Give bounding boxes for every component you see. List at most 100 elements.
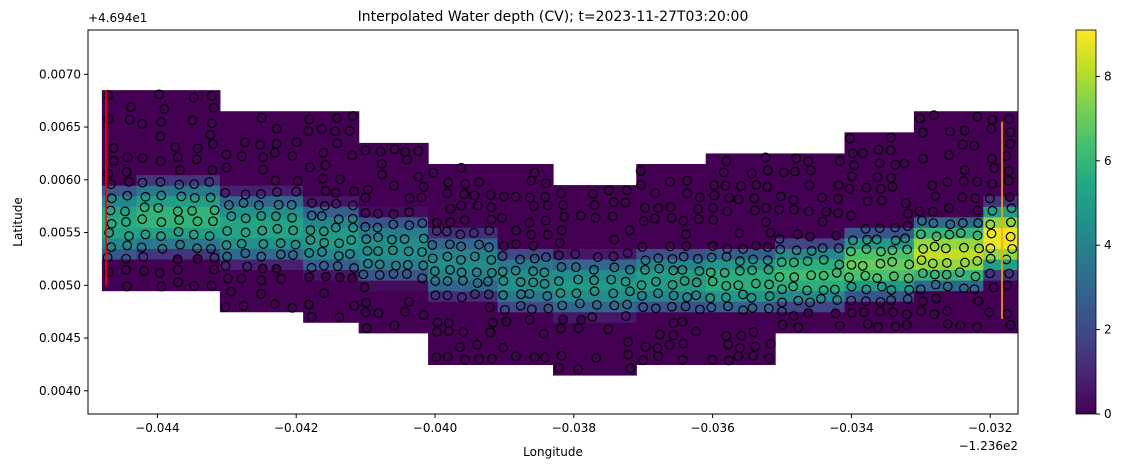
observation-point (860, 223, 871, 234)
observation-point (959, 125, 970, 136)
observation-point (833, 208, 843, 218)
observation-point (918, 153, 929, 164)
observation-point (1004, 268, 1014, 279)
observation-point (305, 235, 316, 245)
observation-point (173, 277, 184, 288)
observation-point (137, 153, 148, 163)
observation-point (442, 290, 453, 301)
heatmap-cell (913, 227, 984, 239)
heatmap-cell (358, 258, 429, 271)
heatmap-cell (428, 311, 499, 323)
observation-point (890, 321, 901, 332)
observation-point (903, 208, 914, 219)
observation-point (456, 241, 466, 252)
observation-point (817, 216, 828, 227)
heatmap-cell (497, 163, 554, 176)
heatmap-cell (636, 237, 707, 249)
observation-point (736, 180, 746, 191)
heatmap-cell (844, 258, 915, 271)
observation-point (224, 200, 234, 210)
heatmap-cell (303, 269, 360, 281)
heatmap-cell (983, 269, 1018, 281)
observation-point (844, 183, 855, 194)
observation-point (902, 244, 913, 255)
observation-point (929, 110, 939, 121)
heatmap-cell (497, 185, 554, 197)
observation-point (388, 245, 398, 256)
observation-point (258, 152, 269, 163)
observation-point (108, 143, 119, 153)
observation-point (553, 276, 564, 287)
observation-point (515, 254, 525, 265)
observation-point (303, 299, 314, 310)
observation-point (678, 251, 689, 262)
observation-point (709, 180, 720, 191)
observation-point (256, 288, 266, 299)
observation-point (220, 260, 231, 271)
observation-point (942, 177, 953, 187)
observation-point (319, 237, 330, 248)
observation-point (887, 245, 898, 256)
observation-point (638, 302, 649, 313)
observation-point (760, 217, 771, 227)
observation-point (954, 267, 965, 278)
observation-point (587, 189, 598, 199)
observation-point (916, 306, 927, 317)
observation-point (360, 145, 371, 156)
observation-point (174, 165, 185, 176)
observation-point (306, 210, 317, 221)
observation-point (137, 118, 148, 129)
observation-point (665, 241, 675, 252)
observation-point (106, 242, 117, 253)
observation-point (432, 317, 443, 328)
observation-point (106, 193, 117, 204)
observation-point (622, 248, 633, 258)
observation-point (272, 187, 283, 197)
observation-point (733, 280, 744, 291)
x-offset-label: −1.236e2 (959, 439, 1018, 453)
observation-point (330, 187, 341, 198)
observation-point (286, 199, 297, 210)
observation-point (402, 154, 412, 165)
heatmap-cell (553, 227, 637, 239)
heatmap-cell (358, 280, 429, 292)
observation-point (443, 318, 454, 328)
observation-point (1005, 127, 1016, 138)
observation-point (442, 351, 453, 362)
observation-point (418, 233, 429, 244)
observation-point (559, 211, 570, 222)
observation-point (890, 159, 901, 170)
observation-point (640, 264, 650, 275)
observation-point (486, 214, 497, 225)
heatmap-cell (983, 111, 1018, 123)
observation-point (623, 337, 634, 347)
observation-point (444, 239, 455, 250)
heatmap-cell (219, 301, 304, 313)
observation-point (173, 226, 184, 237)
observation-point (208, 102, 219, 113)
observation-point (846, 210, 856, 221)
y-offset-label: +4.694e1 (88, 11, 147, 25)
observation-point (318, 147, 329, 158)
heatmap-cell (136, 132, 221, 144)
observation-point (885, 145, 896, 156)
observation-point (288, 250, 298, 260)
heatmap-cell (983, 174, 1018, 186)
observation-point (497, 251, 508, 262)
observation-point (442, 188, 453, 199)
observation-point (445, 204, 456, 214)
observation-point (803, 206, 814, 217)
observation-point (848, 235, 858, 246)
observation-point (847, 171, 857, 182)
observation-point (664, 339, 675, 350)
observation-point (788, 195, 799, 206)
observation-point (319, 288, 329, 299)
heatmap-cell (101, 111, 138, 123)
heatmap-cell (913, 111, 984, 123)
observation-point (486, 254, 497, 265)
observation-point (155, 177, 166, 187)
observation-point (888, 307, 898, 318)
observation-point (986, 123, 997, 134)
observation-point (691, 326, 701, 337)
heatmap-cell (705, 206, 776, 218)
